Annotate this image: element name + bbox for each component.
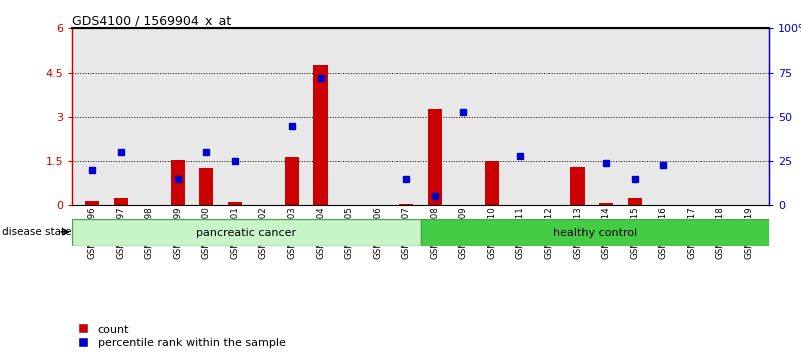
Legend: count, percentile rank within the sample: count, percentile rank within the sample [78,324,285,348]
Bar [171,160,185,205]
Bar [227,202,242,205]
Bar [485,161,499,205]
Bar [85,201,99,205]
Text: healthy control: healthy control [553,228,637,238]
Bar [199,169,213,205]
Bar [285,156,299,205]
Bar [421,219,769,246]
Bar [428,109,442,205]
Bar [570,167,585,205]
Bar [313,65,328,205]
Bar [114,198,128,205]
Bar [599,203,614,205]
Bar [399,204,413,205]
Text: GDS4100 / 1569904_x_at: GDS4100 / 1569904_x_at [72,14,231,27]
Text: disease state: disease state [2,227,72,237]
Text: pancreatic cancer: pancreatic cancer [196,228,296,238]
Bar [72,219,421,246]
Bar [628,198,642,205]
